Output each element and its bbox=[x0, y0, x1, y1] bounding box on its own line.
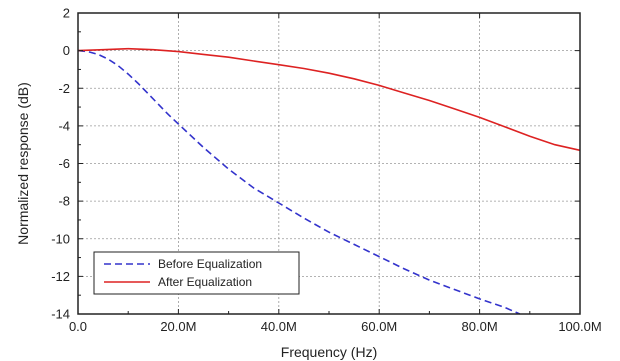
y-tick-label-2: -2 bbox=[58, 81, 70, 96]
y-tick-label-14: -14 bbox=[51, 307, 70, 322]
legend-box bbox=[93, 251, 300, 295]
y-axis-title: Normalized response (dB) bbox=[15, 82, 31, 245]
x-tick-label-0-0: 0.0 bbox=[69, 319, 87, 334]
legend-label-after-equalization: After Equalization bbox=[158, 275, 252, 289]
series-line-after-equalization bbox=[77, 47, 581, 152]
y-tick-label-0: 0 bbox=[63, 43, 70, 58]
plot-area bbox=[77, 47, 581, 315]
series-line-before-equalization bbox=[77, 49, 521, 315]
y-tick-label-2: 2 bbox=[63, 6, 70, 21]
y-tick-label-10: -10 bbox=[51, 231, 70, 246]
x-tick-label-80-0m: 80.0M bbox=[462, 319, 498, 334]
axis-ticks: 0.0 20.0M 40.0M 60.0M 80.0M 100.0M 2 0 -2 -4 -6 -8 -… bbox=[51, 6, 601, 335]
x-axis-title: Frequency (Hz) bbox=[281, 344, 377, 360]
legend: Before Equalization After Equalization bbox=[93, 251, 300, 295]
x-tick-label-60-0m: 60.0M bbox=[361, 319, 397, 334]
legend-label-before-equalization: Before Equalization bbox=[158, 257, 262, 271]
x-tick-label-40-0m: 40.0M bbox=[261, 319, 297, 334]
x-tick-label-20-0m: 20.0M bbox=[160, 319, 196, 334]
x-tick-label-100-0m: 100.0M bbox=[558, 319, 601, 334]
y-tick-label-6: -6 bbox=[58, 156, 70, 171]
y-tick-label-12: -12 bbox=[51, 269, 70, 284]
y-tick-label-4: -4 bbox=[58, 118, 70, 133]
y-tick-label-8: -8 bbox=[58, 194, 70, 209]
